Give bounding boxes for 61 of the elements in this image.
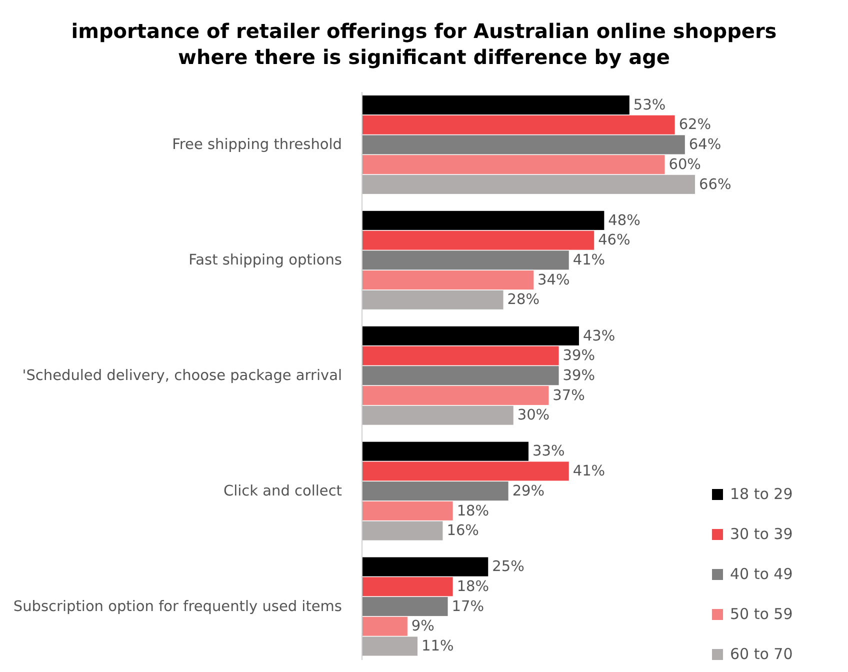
data-label: 30% [517,408,550,424]
data-label: 53% [633,97,666,114]
bar [362,482,508,501]
data-label: 64% [688,137,722,154]
data-label: 37% [552,388,585,404]
bar [362,596,448,616]
bar [362,135,685,154]
y-tick-label: Subscription option for frequently used items [13,598,342,615]
bar [362,616,408,636]
bar [362,230,594,250]
y-tick-label: Fast shipping options [188,252,342,269]
bar [362,290,504,310]
chart-title: importance of retailer offerings for Australian online shoppers where there is significant difference by age [71,19,777,69]
bar [362,386,549,405]
data-label: 62% [678,117,712,134]
legend-label: 30 to 39 [730,525,793,544]
data-label: 39% [562,348,596,364]
legend-label: 18 to 29 [730,485,793,504]
data-label: 16% [446,523,479,540]
data-label: 29% [512,483,545,500]
legend-label: 40 to 49 [730,565,793,584]
bar [362,270,534,290]
y-tick-label: Free shipping threshold [172,137,342,154]
bar [362,346,559,366]
bar [362,521,443,540]
data-label: 25% [492,559,524,576]
data-label: 34% [538,272,570,288]
bar [362,442,528,461]
bar [362,174,695,194]
bar [362,557,488,576]
data-label: 48% [608,212,640,229]
legend-label: 60 to 70 [730,645,793,664]
data-label: 11% [422,638,454,655]
data-label: 18% [456,579,490,596]
data-label: 18% [456,503,490,520]
bar [362,636,418,656]
bar [362,210,604,230]
data-label: 28% [507,292,540,308]
bar [362,95,630,115]
data-label: 9% [411,618,434,635]
data-label: 43% [582,328,616,344]
data-label: 39% [562,368,596,384]
legend-label: 50 to 59 [730,605,793,624]
bar [362,406,514,425]
data-label: 41% [572,252,606,269]
y-tick-label: Click and collect [223,483,342,500]
data-label: 46% [598,232,630,249]
data-label: 33% [532,444,565,460]
bar [362,326,579,346]
bar [362,250,569,270]
bar [362,577,453,596]
bar [362,155,665,174]
data-label: 17% [452,598,484,615]
bar [362,366,559,386]
bar [362,501,453,520]
bar [362,462,569,481]
data-label: 60% [668,156,701,173]
data-label: 41% [572,464,606,480]
data-label: 66% [699,176,732,193]
y-tick-label: 'Scheduled delivery, choose package arrival [22,368,342,384]
bar [362,115,675,134]
